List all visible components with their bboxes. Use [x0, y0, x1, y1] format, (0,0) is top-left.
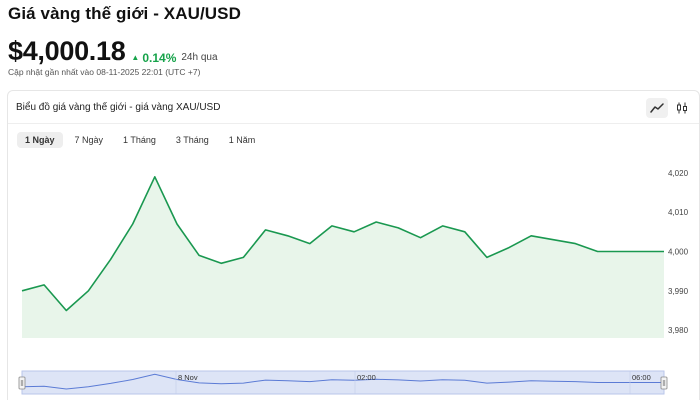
- y-tick-label: 4,010: [668, 208, 689, 217]
- chart-card-header: Biểu đồ giá vàng thế giới - giá vàng XAU…: [8, 91, 699, 124]
- last-updated: Cập nhật gần nhất vào 08-11-2025 22:01 (…: [8, 67, 201, 77]
- y-tick-label: 4,020: [668, 169, 689, 178]
- main-plot: [21, 176, 664, 338]
- tab-1-month[interactable]: 1 Tháng: [123, 135, 156, 145]
- tab-7-days[interactable]: 7 Ngày: [74, 135, 104, 145]
- tab-1-day[interactable]: 1 Ngày: [17, 132, 63, 148]
- y-tick-label: 3,990: [668, 287, 689, 296]
- navigator-label: 02:00: [357, 373, 376, 382]
- navigator-line: [21, 373, 664, 390]
- y-axis: 4,020 4,010 4,000 3,990 3,980: [668, 169, 689, 335]
- tab-3-months[interactable]: 3 Tháng: [175, 135, 209, 145]
- current-price: $4,000.18: [8, 36, 126, 66]
- y-tick-label: 4,000: [668, 248, 689, 257]
- triangle-up-icon: ▲: [131, 53, 140, 62]
- change-percent: 0.14%: [142, 50, 177, 65]
- price-change: ▲ 0.14%: [131, 51, 176, 65]
- price-area: [22, 176, 664, 338]
- tab-1-year[interactable]: 1 Năm: [228, 135, 256, 145]
- candlestick-icon: [677, 102, 687, 114]
- navigator-label: 06:00: [632, 373, 651, 382]
- y-tick-label: 3,980: [668, 326, 689, 335]
- line-chart-button[interactable]: [646, 98, 668, 118]
- chart-title: Biểu đồ giá vàng thế giới - giá vàng XAU…: [16, 102, 221, 113]
- change-period: 24h qua: [181, 52, 218, 63]
- page-title: Giá vàng thế giới - XAU/USD: [8, 4, 241, 23]
- navigator-label: 8 Nov: [178, 373, 198, 382]
- navigator-right-handle[interactable]: [660, 376, 668, 390]
- range-navigator[interactable]: 8 Nov 02:00 06:00: [18, 370, 668, 395]
- range-tabs: 1 Ngày 7 Ngày 1 Tháng 3 Tháng 1 Năm: [17, 132, 263, 148]
- price-row: $4,000.18 ▲ 0.14% 24h qua: [8, 36, 218, 67]
- navigator-left-handle[interactable]: [18, 376, 26, 390]
- price-line: [21, 176, 664, 312]
- line-chart-icon: [650, 103, 664, 113]
- candlestick-button[interactable]: [671, 98, 693, 118]
- chart-type-switch: [646, 98, 693, 118]
